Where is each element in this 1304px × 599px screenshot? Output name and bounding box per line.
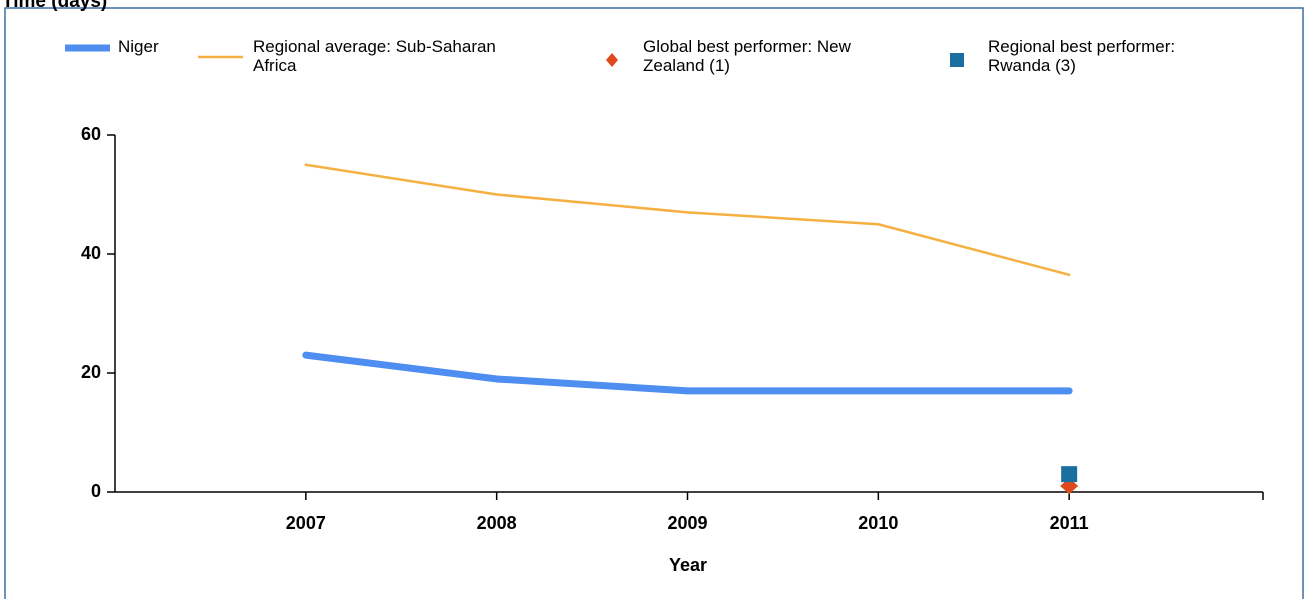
series-line bbox=[304, 163, 1071, 277]
x-tick-label: 2010 bbox=[858, 513, 898, 533]
point bbox=[1061, 466, 1078, 483]
y-tick-label: 60 bbox=[81, 124, 101, 144]
y-tick-label: 0 bbox=[91, 481, 101, 501]
legend-swatch bbox=[950, 53, 964, 67]
y-tick-label: 20 bbox=[81, 362, 101, 382]
x-tick-label: 2009 bbox=[667, 513, 707, 533]
y-tick-label: 40 bbox=[81, 243, 101, 263]
legend-label: Regional average: Sub-Saharan Africa bbox=[253, 37, 496, 75]
x-tick-label: 2011 bbox=[1050, 513, 1089, 533]
chart-title: Time (days) bbox=[2, 0, 107, 12]
legend-label: Niger bbox=[118, 37, 159, 56]
frame bbox=[4, 7, 1304, 599]
x-tick-label: 2007 bbox=[286, 513, 326, 533]
legend-label: Regional best performer: Rwanda (3) bbox=[988, 37, 1175, 75]
x-tick-label: 2008 bbox=[477, 513, 517, 533]
legend-swatch bbox=[606, 53, 618, 67]
legend-label: Global best performer: New Zealand (1) bbox=[643, 37, 852, 75]
x-axis-label: Year bbox=[669, 555, 707, 575]
series-line bbox=[302, 351, 1073, 395]
